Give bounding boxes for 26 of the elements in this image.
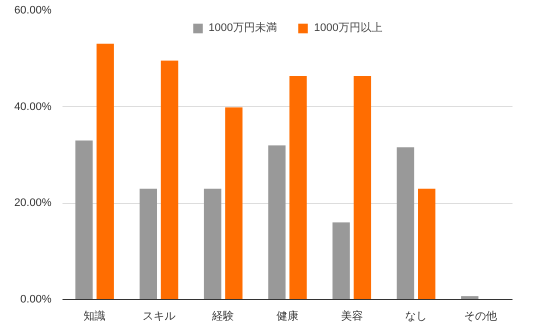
bar	[332, 222, 350, 300]
x-tick-label: なし	[405, 310, 428, 322]
bar	[225, 107, 242, 300]
y-tick-label: 40.00%	[14, 100, 52, 113]
bar	[96, 44, 114, 300]
bar	[75, 140, 93, 300]
bar	[204, 188, 222, 300]
bar	[396, 147, 414, 300]
bar	[140, 188, 157, 300]
bar	[354, 76, 372, 300]
x-tick-label: その他	[464, 310, 497, 322]
y-tick-label: 20.00%	[14, 197, 52, 210]
bar	[160, 60, 178, 300]
x-tick-label: 健康	[276, 310, 298, 322]
y-tick-label: 60.00%	[14, 4, 52, 16]
x-tick-label: スキル	[142, 310, 176, 322]
x-tick-label: 知識	[84, 310, 106, 322]
bar	[461, 296, 478, 300]
legend-label: 1000万円以上	[314, 21, 382, 35]
y-tick-label: 0.00%	[20, 294, 52, 306]
x-tick-label: 美容	[340, 310, 363, 322]
bar	[268, 145, 286, 300]
bar	[418, 188, 436, 300]
bar	[289, 76, 307, 300]
x-tick-label: 経験	[211, 310, 234, 322]
legend-label: 1000万円未満	[208, 21, 277, 35]
